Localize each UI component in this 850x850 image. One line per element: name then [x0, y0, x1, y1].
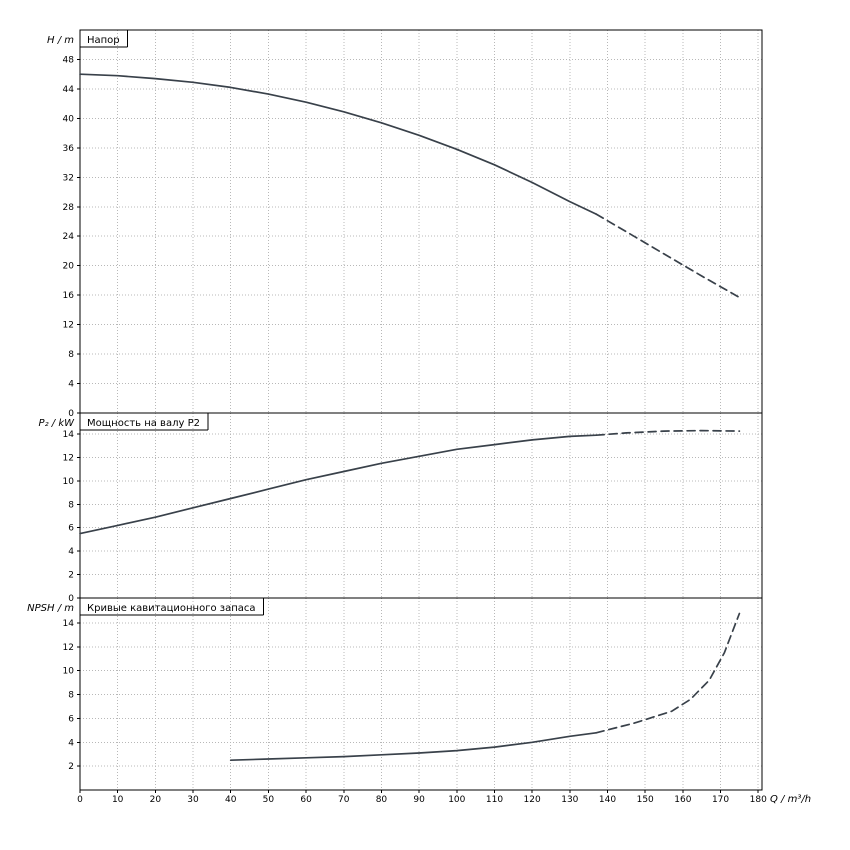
x-tick-label: 70: [338, 795, 350, 805]
x-tick-label: 40: [225, 795, 237, 805]
panel-npsh: 2 4 6 8 10 12 14 Кривые кавитационного запаса NP…: [27, 597, 763, 791]
x-tick-label: 100: [448, 795, 465, 805]
x-tick-label: 10: [112, 795, 124, 805]
y-tick-label: 16: [63, 291, 75, 301]
panel-frame-power: [79, 412, 763, 599]
panel-frame-npsh: [79, 597, 763, 791]
x-tick-label: 50: [263, 795, 275, 805]
x-tick-label: 80: [376, 795, 388, 805]
curve-power-extrapolated: [595, 429, 741, 437]
x-tick-label: 180: [750, 795, 767, 805]
x-tick-label: 170: [712, 795, 729, 805]
panel-power: 0 2 4 6 8 10 12 14 Мощность на валу P2 P₂ / kW: [39, 412, 763, 604]
curve-head-extrapolated: [595, 213, 741, 299]
x-tick-label: 110: [486, 795, 503, 805]
panel-title-power: Мощность на валу P2: [87, 418, 200, 429]
y-tick-label: 32: [63, 173, 74, 183]
curve-npsh-solid: [229, 731, 598, 762]
y-tick-label: 2: [68, 571, 74, 581]
x-tick-label: 120: [524, 795, 541, 805]
y-tick-label: 0: [68, 594, 74, 604]
curve-head-solid: [79, 73, 598, 215]
y-tick-label: 12: [63, 321, 74, 331]
y-tick-label: 10: [63, 667, 75, 677]
y-tick-label: 20: [63, 262, 75, 272]
y-tick-label: 4: [68, 380, 74, 390]
y-tick-label: 44: [63, 85, 75, 95]
y-tick-label: 2: [68, 762, 74, 772]
y-tick-label: 40: [63, 114, 75, 124]
y-tick-label: 10: [63, 477, 75, 487]
y-axis-unit-power: P₂ / kW: [39, 418, 76, 429]
y-tick-label: 8: [68, 500, 74, 510]
curve-npsh-extrapolated: [595, 612, 741, 734]
y-tick-label: 6: [68, 524, 74, 534]
y-tick-label: 36: [63, 144, 75, 154]
y-tick-label: 8: [68, 691, 74, 701]
y-tick-label: 12: [63, 643, 74, 653]
y-tick-label: 0: [68, 409, 74, 419]
y-tick-label: 14: [63, 430, 75, 440]
y-axis-unit-head: H / m: [47, 35, 74, 46]
y-tick-label: 4: [68, 547, 74, 557]
x-axis: 0 10 20 30 40 50 60 70 80 90 100 110 120 130 140 150 160…: [77, 790, 811, 805]
x-tick-label: 130: [561, 795, 578, 805]
y-tick-label: 24: [63, 232, 75, 242]
x-tick-label: 20: [150, 795, 162, 805]
x-axis-unit: Q / m³/h: [770, 794, 811, 805]
x-tick-label: 60: [300, 795, 312, 805]
panel-title-head: Напор: [87, 35, 120, 46]
x-tick-label: 90: [413, 795, 425, 805]
y-tick-label: 48: [63, 55, 75, 65]
panel-title-npsh: Кривые кавитационного запаса: [87, 603, 256, 614]
y-tick-label: 14: [63, 619, 75, 629]
x-tick-label: 150: [637, 795, 654, 805]
y-tick-label: 8: [68, 350, 74, 360]
panel-frame-head: [79, 29, 763, 414]
y-tick-label: 6: [68, 714, 74, 724]
x-tick-label: 160: [674, 795, 691, 805]
x-tick-label: 0: [77, 795, 83, 805]
x-tick-label: 30: [187, 795, 199, 805]
y-tick-label: 12: [63, 453, 74, 463]
y-tick-label: 4: [68, 738, 74, 748]
y-axis-unit-npsh: NPSH / m: [27, 603, 74, 614]
x-tick-label: 140: [599, 795, 616, 805]
curve-power-solid: [79, 434, 598, 535]
y-tick-label: 28: [63, 203, 75, 213]
